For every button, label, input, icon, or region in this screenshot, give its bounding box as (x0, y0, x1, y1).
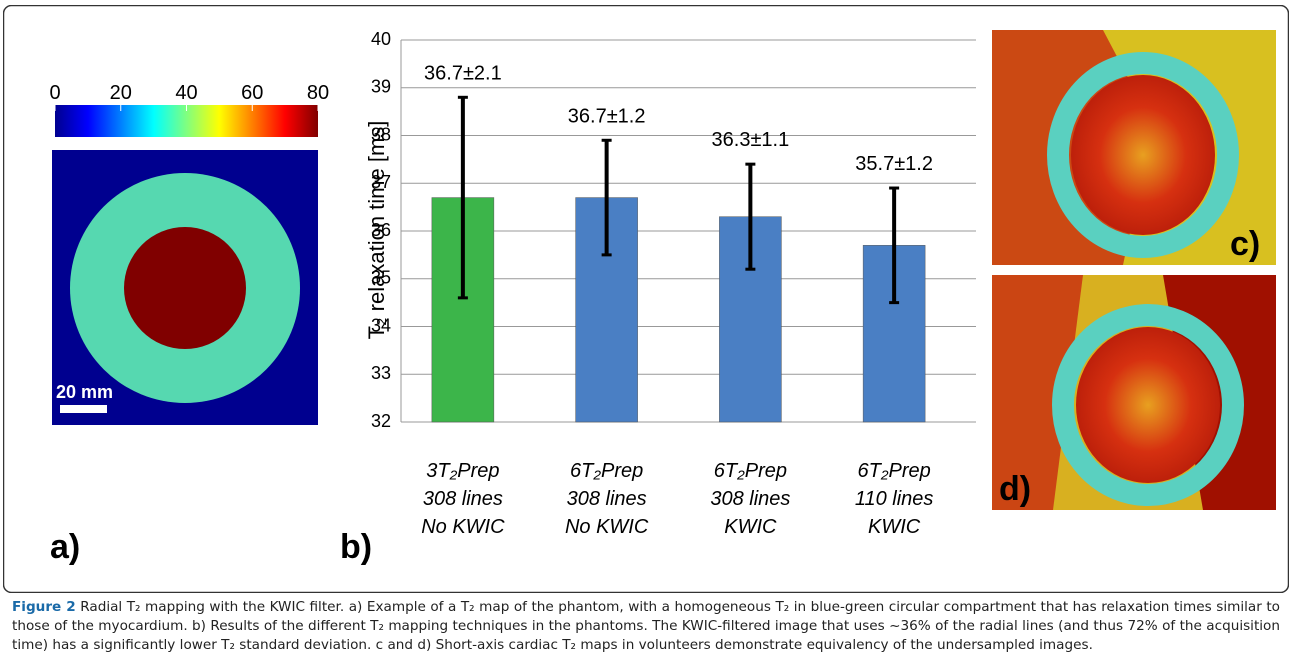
phantom-core (124, 227, 246, 349)
map-cavity (1076, 327, 1220, 483)
colorbar-tick-label: 20 (110, 82, 132, 104)
x-tick-label: 6T₂Prep (714, 460, 787, 482)
caption-text: Radial T₂ mapping with the KWIC filter. … (12, 599, 1281, 653)
y-tick-label: 38 (371, 124, 391, 144)
x-tick-label: KWIC (724, 516, 777, 538)
map-ring (1047, 52, 1239, 258)
scale-bar-label: 20 mm (56, 382, 113, 402)
map-cavity (1071, 75, 1215, 235)
y-tick-label: 35 (371, 268, 391, 288)
x-tick-label: 110 lines (855, 488, 934, 510)
y-tick-label: 39 (371, 77, 391, 97)
colorbar-tick-label: 0 (49, 82, 60, 104)
y-tick-label: 34 (371, 315, 391, 335)
panel-label: b) (340, 528, 372, 566)
x-tick-label: No KWIC (565, 516, 649, 538)
x-tick-label: 3T₂Prep (426, 460, 499, 482)
value-label: 35.7±1.2 (855, 153, 933, 175)
panel-label: d) (999, 470, 1031, 508)
y-tick-label: 40 (371, 29, 391, 49)
y-tick-label: 32 (371, 411, 391, 431)
value-label: 36.3±1.1 (712, 129, 790, 151)
figure: 20 mm a) b) c) d) T₂ relaxation time [ms… (3, 5, 1289, 593)
y-tick-label: 37 (371, 172, 391, 192)
x-tick-label: 308 lines (567, 488, 647, 510)
x-tick-label: No KWIC (421, 516, 505, 538)
colorbar-tick-label: 60 (241, 82, 263, 104)
panel-label: c) (1230, 225, 1260, 263)
caption: Figure 2 Radial T₂ mapping with the KWIC… (12, 598, 1280, 655)
colorbar-tick-label: 40 (175, 82, 197, 104)
map-ring (1052, 304, 1244, 506)
value-label: 36.7±2.1 (424, 62, 502, 84)
x-tick-label: 308 lines (710, 488, 790, 510)
panel-label: a) (50, 528, 80, 566)
colorbar-tick-label: 80 (307, 82, 329, 104)
map-region (992, 275, 1083, 510)
frame (3, 5, 1289, 593)
x-tick-label: 308 lines (423, 488, 503, 510)
x-tick-label: 6T₂Prep (858, 460, 931, 482)
value-label: 36.7±1.2 (568, 105, 646, 127)
x-tick-label: KWIC (868, 516, 921, 538)
y-tick-label: 33 (371, 363, 391, 383)
y-axis-label: T₂ relaxation time [ms] (364, 121, 389, 340)
caption-label: Figure 2 (12, 599, 76, 615)
scale-bar (60, 405, 107, 413)
x-tick-label: 6T₂Prep (570, 460, 643, 482)
y-tick-label: 36 (371, 220, 391, 240)
